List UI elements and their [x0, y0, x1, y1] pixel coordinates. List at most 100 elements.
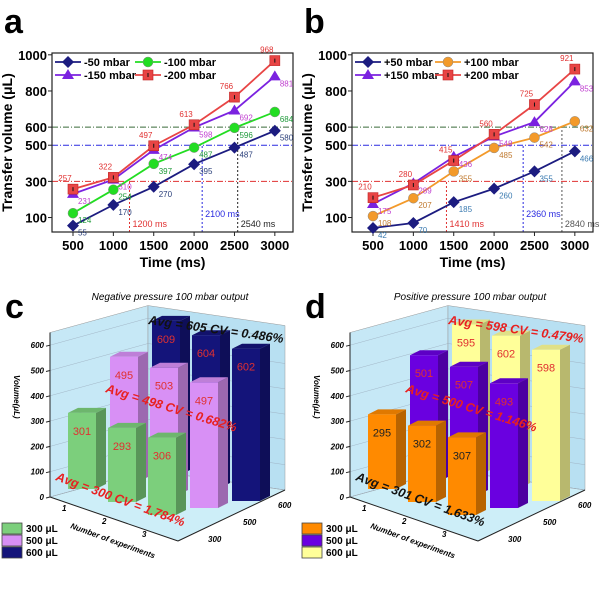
legend-marker — [62, 69, 74, 79]
series-1: 108 207 355 485 542 632 — [367, 116, 594, 228]
legend-label: +50 mbar — [384, 57, 433, 69]
reference-label: 2540 ms — [241, 219, 276, 229]
x-tick-label: 2500 — [520, 238, 549, 253]
chart-panel-c: c Negative pressure 100 mbar output 0 100 20… — [1, 288, 292, 561]
panel-letter: d — [305, 288, 326, 326]
bar-value-label: 302 — [413, 439, 431, 451]
data-point — [228, 141, 241, 154]
legend-swatch — [301, 546, 323, 559]
legend-label: 300 μL — [26, 524, 58, 535]
panel-letter: c — [5, 288, 24, 326]
bar-front — [190, 382, 218, 508]
data-point — [147, 180, 160, 193]
legend-swatch — [1, 522, 23, 535]
data-point — [366, 222, 379, 235]
legend-label: 500 μL — [326, 536, 358, 547]
bar-front — [68, 412, 96, 489]
data-point — [529, 132, 540, 143]
legend-label: 500 μL — [26, 536, 58, 547]
legend-swatch — [1, 546, 23, 559]
legend-label: -200 mbar — [164, 70, 217, 82]
bar: 302 — [408, 420, 446, 502]
x-tick-label: 1000 — [399, 238, 428, 253]
legend-label: +150 mbar — [384, 70, 439, 82]
bar-side — [96, 407, 106, 489]
y-tick — [345, 395, 351, 398]
x-tick-label: 1 — [62, 504, 67, 513]
y-tick-label: 100 — [331, 468, 345, 477]
y-tick-label: 400 — [30, 392, 45, 401]
y-tick — [45, 344, 51, 347]
data-label: 487 — [239, 151, 253, 160]
data-label: 598 — [199, 130, 213, 139]
x-axis — [349, 496, 479, 542]
data-label: 280 — [399, 170, 413, 179]
data-label: 853 — [580, 84, 594, 93]
bar-front — [408, 425, 436, 502]
x-tick-label: 1500 — [439, 238, 468, 253]
data-label: 766 — [220, 82, 234, 91]
bar-top — [68, 407, 106, 413]
depth-axis — [477, 489, 586, 542]
bar-front — [448, 437, 476, 515]
series-line — [72, 129, 276, 227]
series-line — [372, 120, 576, 217]
series-line — [372, 68, 576, 199]
y-tick — [45, 370, 51, 372]
data-point — [188, 142, 200, 153]
x-tick-label: 3 — [142, 530, 147, 539]
data-label: 632 — [580, 124, 594, 133]
bar-value-label: 503 — [155, 381, 173, 393]
bar-value-label: 602 — [497, 349, 515, 361]
legend-swatch — [301, 522, 323, 535]
y-tick-label: 300 — [331, 417, 345, 426]
panel-letter: a — [4, 3, 24, 41]
x-tick-label: 1 — [362, 504, 367, 513]
data-label: 613 — [179, 110, 193, 119]
bar-value-label: 497 — [195, 395, 213, 407]
data-label: 436 — [459, 160, 473, 169]
x-tick-label: 1500 — [139, 238, 168, 253]
data-label: 968 — [260, 46, 274, 55]
data-point — [67, 207, 79, 219]
y-tick-label: 300 — [325, 174, 347, 189]
bar-top — [232, 343, 270, 349]
legend-label: +100 mbar — [464, 57, 519, 69]
y-tick-label: 1000 — [18, 48, 47, 63]
legend-label: 600 μL — [26, 548, 58, 559]
data-point — [188, 158, 201, 171]
series-line — [372, 150, 576, 229]
legend-marker — [362, 56, 374, 68]
reference-label: 2840 ms — [565, 219, 600, 229]
y-tick — [345, 344, 351, 347]
legend-label: -100 mbar — [164, 57, 217, 69]
data-label: 210 — [358, 183, 372, 192]
data-point — [229, 122, 240, 134]
legend-marker — [62, 56, 74, 68]
bar-value-label: 306 — [153, 451, 171, 463]
bar-top — [190, 377, 228, 383]
y-tick-label: 100 — [325, 211, 347, 226]
data-point — [66, 219, 79, 232]
y-tick-label: 600 — [331, 341, 345, 350]
bar-value-label: 493 — [495, 396, 513, 408]
y-tick-label: 300 — [25, 174, 47, 189]
series-3: 257 322 497 613 766 968 — [58, 46, 281, 195]
y-axis-label: Volume(μL) — [312, 375, 321, 419]
series-3: 210 280 415 560 725 921 — [358, 54, 581, 203]
x-axis — [49, 496, 179, 542]
data-label: 170 — [118, 208, 132, 217]
bar-front — [368, 414, 396, 489]
data-label: 548 — [499, 140, 513, 149]
data-label: 175 — [378, 207, 392, 216]
depth-axis — [177, 489, 286, 542]
bar-value-label: 598 — [537, 363, 555, 375]
x-axis-label: Time (ms) — [440, 254, 506, 270]
data-label: 692 — [239, 113, 253, 122]
y-tick-label: 500 — [25, 138, 47, 153]
y-tick — [45, 445, 51, 448]
data-label: 395 — [199, 167, 213, 176]
y-tick — [345, 496, 351, 499]
series-0: 42 70 185 260 355 466 — [366, 145, 594, 240]
bar-value-label: 293 — [113, 441, 131, 453]
